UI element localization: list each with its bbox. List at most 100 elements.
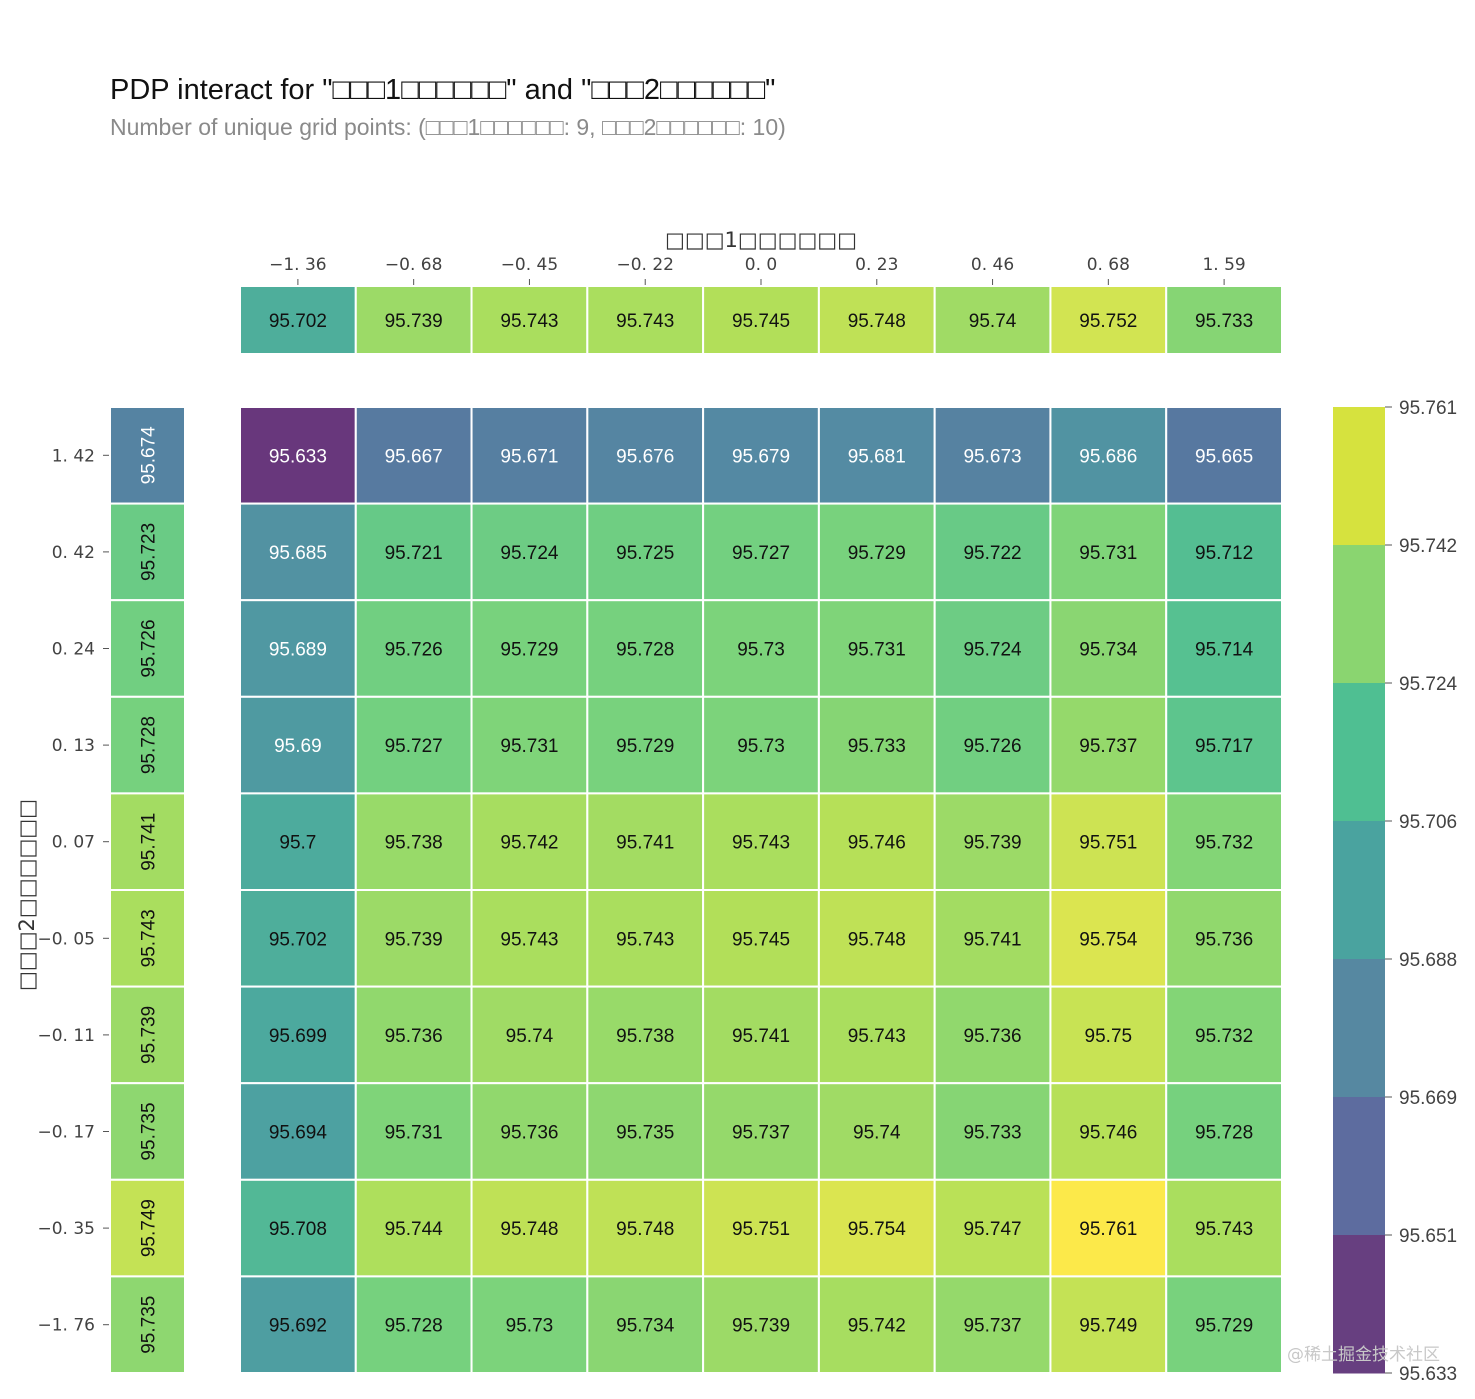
heatmap-cell	[933, 889, 1052, 988]
heatmap-cell-label: 95.7	[279, 833, 316, 854]
y-tick-label: 0. 24	[52, 640, 95, 660]
x-marginal-label: 95.748	[848, 311, 906, 332]
x-marginal-strip: 95.702 95.739 95.743 95.743 95.745 95.748 95.7…	[239, 285, 1283, 355]
heatmap-cell-label: 95.754	[1079, 929, 1138, 950]
heatmap-cell	[702, 1178, 820, 1278]
heatmap-cell-label: 95.743	[848, 1026, 906, 1047]
heatmap-cell-label: 95.735	[616, 1123, 674, 1144]
heatmap-cell-label: 95.676	[616, 446, 674, 467]
y-axis-ticks: 1. 42 0. 42 0. 24 0. 13 0. 07 −0. 05 −0. 11 −0.…	[38, 446, 110, 1336]
heatmap-cell-label: 95.751	[732, 1219, 790, 1240]
x-marginal-label: 95.743	[500, 311, 558, 332]
heatmap-cell	[1165, 1275, 1283, 1375]
x-tick-label: −1. 36	[269, 255, 327, 275]
heatmap-cell-label: 95.714	[1195, 640, 1254, 661]
y-marginal-cell	[109, 985, 186, 1085]
heatmap-cell-label: 95.671	[500, 446, 558, 467]
heatmap-cell	[1049, 695, 1168, 795]
heatmap-cell-label: 95.734	[616, 1316, 675, 1337]
colorbar-tick-label: 95.651	[1399, 1226, 1457, 1247]
heatmap-cell	[1049, 792, 1168, 892]
heatmap-cell-label: 95.681	[848, 446, 906, 467]
colorbar-segment	[1333, 1097, 1385, 1236]
colorbar-tick-label: 95.706	[1399, 812, 1457, 833]
heatmap-cell-label: 95.749	[1079, 1316, 1137, 1337]
heatmap-cell	[1049, 1275, 1168, 1375]
heatmap-cell-label: 95.761	[1079, 1219, 1137, 1240]
y-marginal-label: 95.735	[139, 1296, 160, 1354]
heatmap-cell	[933, 599, 1052, 698]
heatmap-cell-label: 95.729	[500, 640, 558, 661]
heatmap-cell	[239, 889, 357, 988]
colorbar-segment	[1333, 683, 1385, 822]
heatmap-cell-label: 95.728	[385, 1316, 443, 1337]
heatmap-cell-label: 95.729	[616, 736, 674, 757]
heatmap-cell-label: 95.737	[1079, 736, 1137, 757]
colorbar-tick-label: 95.688	[1399, 950, 1457, 971]
heatmap-cell	[586, 1275, 705, 1375]
heatmap-cell	[702, 502, 820, 602]
heatmap-cell	[702, 406, 820, 505]
heatmap-cell	[933, 502, 1052, 602]
heatmap-cell-label: 95.733	[848, 736, 906, 757]
y-marginal-label: 95.749	[139, 1199, 160, 1257]
heatmap-cell	[239, 599, 357, 698]
heatmap-cell-label: 95.717	[1195, 736, 1253, 757]
heatmap-cell	[1165, 599, 1283, 698]
heatmap-cell-label: 95.738	[385, 833, 443, 854]
heatmap-cell	[1165, 985, 1283, 1085]
colorbar-segment	[1333, 407, 1385, 546]
heatmap-cell-label: 95.73	[737, 736, 785, 757]
heatmap-cell-label: 95.739	[963, 833, 1021, 854]
x-tick-label: 1. 59	[1202, 255, 1245, 275]
y-marginal-label: 95.728	[139, 716, 160, 774]
heatmap-cell-label: 95.741	[616, 833, 674, 854]
heatmap-cell-label: 95.748	[500, 1219, 558, 1240]
heatmap-cell-label: 95.743	[1195, 1219, 1253, 1240]
heatmap-cell-label: 95.726	[385, 640, 443, 661]
colorbar-tick-label: 95.669	[1399, 1088, 1457, 1109]
heatmap-cell-label: 95.742	[500, 833, 558, 854]
heatmap-cell-label: 95.686	[1079, 446, 1137, 467]
watermark: @稀土掘金技术社区	[1287, 1345, 1440, 1365]
heatmap-cell	[586, 792, 705, 892]
x-marginal-cell	[586, 285, 705, 355]
heatmap-cell-label: 95.726	[963, 736, 1021, 757]
heatmap-cell-label: 95.743	[616, 929, 674, 950]
heatmap-cell-label: 95.728	[616, 640, 674, 661]
x-tick-label: 0. 46	[971, 255, 1014, 275]
heatmap-cell	[817, 792, 936, 892]
heatmap-cell	[1049, 985, 1168, 1085]
colorbar-segment	[1333, 545, 1385, 684]
heatmap-cell	[470, 1178, 589, 1278]
heatmap-cell	[470, 985, 589, 1085]
heatmap-cell	[702, 889, 820, 988]
y-marginal-label: 95.741	[139, 813, 160, 871]
heatmap-cell-label: 95.729	[848, 543, 906, 564]
x-marginal-label: 95.752	[1079, 311, 1137, 332]
heatmap-cell	[470, 792, 589, 892]
x-tick-label: 0. 23	[855, 255, 898, 275]
heatmap-cell	[354, 695, 473, 795]
colorbar-tick-label: 95.761	[1399, 398, 1457, 419]
heatmap-cell-label: 95.741	[732, 1026, 790, 1047]
heatmap-cell	[470, 599, 589, 698]
heatmap-cell-label: 95.724	[500, 543, 559, 564]
heatmap-cell-label: 95.736	[500, 1123, 558, 1144]
heatmap-cell-label: 95.633	[269, 446, 327, 467]
heatmap-cell-label: 95.736	[1195, 929, 1253, 950]
heatmap-cell-label: 95.736	[963, 1026, 1021, 1047]
heatmap-cell	[1049, 889, 1168, 988]
heatmap-cell-label: 95.722	[963, 543, 1021, 564]
y-tick-label: −0. 17	[38, 1123, 96, 1143]
heatmap-cell-label: 95.667	[385, 446, 443, 467]
colorbar-tick-label: 95.724	[1399, 674, 1458, 695]
heatmap-cell	[354, 502, 473, 602]
heatmap-cell-label: 95.731	[385, 1123, 443, 1144]
y-axis-title: □□□2□□□□□□	[15, 799, 39, 991]
heatmap-cell	[586, 889, 705, 988]
y-tick-label: 0. 13	[52, 736, 95, 756]
y-marginal-label: 95.723	[139, 523, 160, 581]
heatmap-cell-label: 95.702	[269, 929, 327, 950]
heatmap-cell-label: 95.679	[732, 446, 790, 467]
